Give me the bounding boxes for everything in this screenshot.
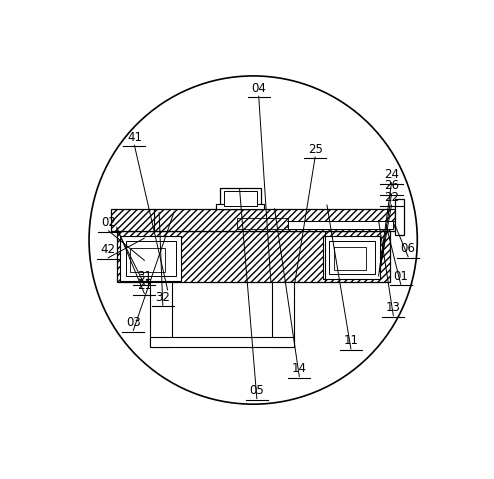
Text: 25: 25	[308, 143, 323, 156]
Bar	[272, 283, 294, 347]
Bar	[288, 221, 393, 228]
Text: 41: 41	[127, 131, 142, 144]
Text: 01: 01	[393, 270, 408, 283]
Bar	[224, 192, 257, 206]
Text: 11: 11	[343, 334, 359, 347]
Bar	[220, 188, 260, 209]
Bar	[129, 248, 165, 272]
Bar	[150, 337, 294, 347]
Bar	[117, 231, 390, 283]
Bar	[121, 236, 181, 281]
Bar	[126, 241, 176, 276]
Circle shape	[89, 76, 417, 404]
Text: 32: 32	[156, 291, 170, 304]
Bar	[150, 283, 172, 347]
Text: 24: 24	[384, 169, 399, 182]
Bar	[323, 236, 380, 279]
Text: 21: 21	[137, 279, 152, 292]
Text: 04: 04	[251, 82, 266, 95]
Bar	[334, 247, 366, 270]
Bar	[329, 241, 375, 274]
Text: 05: 05	[249, 384, 264, 397]
Text: 31: 31	[137, 270, 152, 283]
Text: 02: 02	[101, 217, 116, 229]
Bar	[111, 209, 395, 231]
Text: 14: 14	[292, 362, 307, 375]
Bar	[216, 204, 264, 209]
Text: 03: 03	[126, 316, 141, 329]
Text: 22: 22	[384, 191, 399, 204]
Bar	[237, 218, 288, 229]
Text: 13: 13	[386, 301, 401, 314]
Bar	[395, 199, 405, 235]
Text: 06: 06	[401, 242, 415, 255]
Text: 26: 26	[384, 180, 399, 193]
Text: 42: 42	[101, 243, 116, 256]
